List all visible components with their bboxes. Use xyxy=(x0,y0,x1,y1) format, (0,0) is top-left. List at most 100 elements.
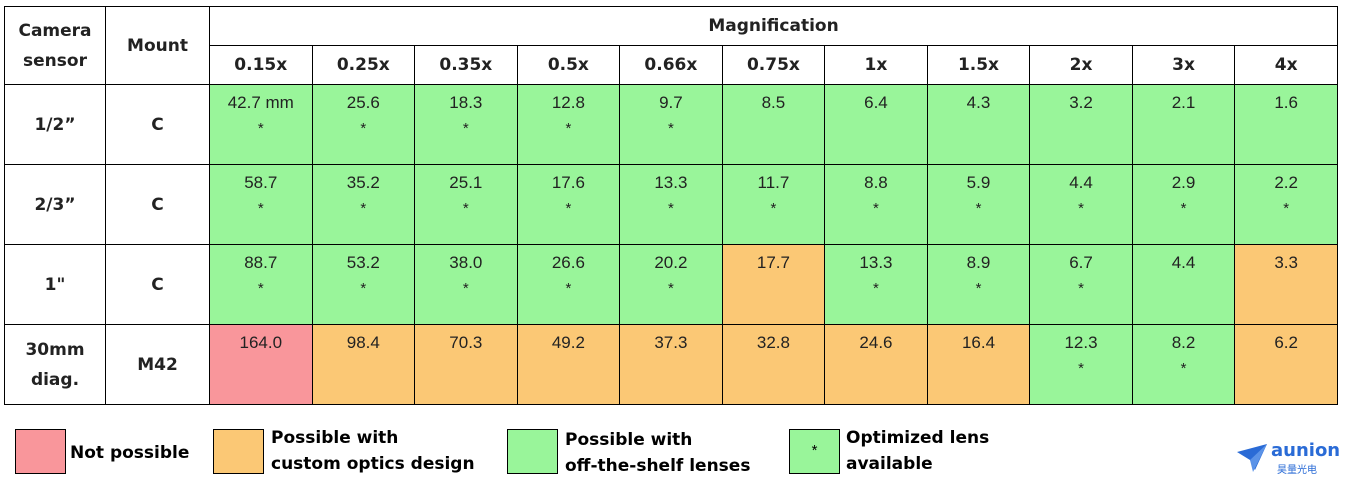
table-row: 30mm diag. M42 164.0 98.4 70.3 49.2 37.3 32.8 24… xyxy=(4,324,1338,405)
optimized-lens-label-line2: available xyxy=(846,454,933,474)
fov-cell: 6.2 xyxy=(1234,324,1338,405)
fov-value: 13.3 xyxy=(859,253,893,272)
paper-plane-icon xyxy=(1237,444,1267,472)
optimized-lens-star: * xyxy=(975,280,982,297)
optimized-lens-star: * xyxy=(667,280,674,297)
fov-value: 164.0 xyxy=(239,333,283,352)
fov-value: 17.6 xyxy=(551,173,585,192)
magnification-3: 0.5x xyxy=(516,45,621,85)
table-row: 2/3” C 58.7 * 35.2 * 25.1 * 17.6 * 13.3 * 11.7 * 8.8 * 5… xyxy=(4,164,1338,245)
fov-value: 3.2 xyxy=(1069,93,1093,112)
fov-cell: 70.3 xyxy=(414,324,518,405)
optimized-lens-star: * xyxy=(360,200,367,217)
fov-value: 8.9 xyxy=(966,253,991,272)
fov-value: 2.2 xyxy=(1274,173,1298,192)
fov-value: 20.2 xyxy=(654,253,688,272)
fov-value: 3.3 xyxy=(1274,253,1298,272)
fov-cell: 2.2 * xyxy=(1234,164,1338,245)
aunion-logo: aunion 昊量光电 xyxy=(1235,440,1340,476)
fov-value: 18.3 xyxy=(449,93,483,112)
optimized-lens-star: * xyxy=(1078,360,1084,377)
magnification-8: 2x xyxy=(1029,45,1133,85)
fov-value: 5.9 xyxy=(966,173,991,192)
fov-cell: 38.0 * xyxy=(414,244,518,325)
fov-value: 6.7 xyxy=(1069,253,1093,272)
fov-value: 8.5 xyxy=(761,93,786,112)
fov-cell: 8.8 * xyxy=(824,164,928,245)
legend: Not possible Possible with custom optics… xyxy=(0,428,1345,480)
fov-cell: 88.7 * xyxy=(209,244,313,325)
fov-cell: 11.7 * xyxy=(721,164,826,245)
optimized-lens-star: * xyxy=(360,120,367,137)
optimized-lens-star: * xyxy=(770,200,777,217)
mount-label: C xyxy=(105,244,210,325)
mount-label: C xyxy=(105,84,210,165)
header-row-magnification: Camera sensor Mount Magnification xyxy=(4,6,1338,85)
table-body: 1/2” C 42.7 mm * 25.6 * 18.3 * 12.8 * 9.7 * 8.5 6.4 4.… xyxy=(4,84,1338,405)
fov-value: 11.7 xyxy=(757,173,790,192)
fov-cell: 13.3 * xyxy=(824,244,928,325)
fov-cell: 8.5 xyxy=(721,84,826,165)
fov-cell: 9.7 * xyxy=(619,84,723,165)
magnification-4: 0.66x xyxy=(619,45,723,85)
fov-cell: 37.3 xyxy=(619,324,723,405)
fov-cell: 164.0 xyxy=(209,324,313,405)
fov-cell: 3.3 xyxy=(1234,244,1338,325)
magnification-9: 3x xyxy=(1131,45,1236,85)
optimized-lens-star: * xyxy=(873,280,879,297)
fov-cell: 25.6 * xyxy=(311,84,416,165)
optimized-lens-star: * xyxy=(1180,360,1187,377)
sensor-label: 1" xyxy=(4,244,106,325)
fov-value: 53.2 xyxy=(346,253,380,272)
fov-value: 13.3 xyxy=(654,173,688,192)
fov-cell: 3.2 xyxy=(1029,84,1133,165)
magnification-table: Camera sensor Mount Magnification 0.15x 0… xyxy=(4,6,1338,405)
off-the-shelf-label: Possible with off-the-shelf lenses xyxy=(565,427,750,479)
fov-value: 8.8 xyxy=(864,173,888,192)
table-row: 1/2” C 42.7 mm * 25.6 * 18.3 * 12.8 * 9.7 * 8.5 6.4 4.… xyxy=(4,84,1338,165)
magnification-5: 0.75x xyxy=(721,45,826,85)
fov-value: 6.2 xyxy=(1274,333,1298,352)
fov-cell: 32.8 xyxy=(721,324,826,405)
optimized-lens-label-line1: Optimized lens xyxy=(846,428,990,448)
optimized-lens-star: * xyxy=(1078,200,1084,217)
optimized-lens-star: * xyxy=(257,280,264,297)
fov-value: 38.0 xyxy=(449,253,483,272)
fov-cell: 12.8 * xyxy=(516,84,621,165)
fov-value: 16.4 xyxy=(961,333,996,352)
magnification-10: 4x xyxy=(1234,45,1338,85)
fov-cell: 6.7 * xyxy=(1029,244,1133,325)
fov-value: 25.6 xyxy=(346,93,380,112)
fov-value: 49.2 xyxy=(551,333,585,352)
fov-cell: 26.6 * xyxy=(516,244,621,325)
magnification-2: 0.35x xyxy=(414,45,518,85)
optimized-lens-star: * xyxy=(462,200,469,217)
fov-value: 88.7 xyxy=(244,253,278,272)
fov-value: 8.2 xyxy=(1171,333,1196,352)
fov-cell: 2.9 * xyxy=(1131,164,1236,245)
optimized-lens-star: * xyxy=(462,120,469,137)
fov-cell: 49.2 xyxy=(516,324,621,405)
fov-cell: 16.4 xyxy=(926,324,1031,405)
custom-optics-swatch xyxy=(213,429,264,474)
optimized-lens-star: * xyxy=(257,120,264,137)
mount-header: Mount xyxy=(105,6,210,85)
mount-label: C xyxy=(105,164,210,245)
fov-value: 37.3 xyxy=(654,333,688,352)
fov-value: 26.6 xyxy=(551,253,585,272)
sensor-label: 1/2” xyxy=(4,84,106,165)
optimized-star: * xyxy=(811,442,818,459)
optimized-lens-star: * xyxy=(873,200,879,217)
optimized-lens-swatch: * xyxy=(789,429,840,474)
fov-value: 42.7 mm xyxy=(227,93,294,112)
mount-label: M42 xyxy=(105,324,210,405)
fov-value: 70.3 xyxy=(449,333,483,352)
custom-optics-label: Possible with custom optics design xyxy=(271,425,475,477)
magnification-header: Magnification xyxy=(209,6,1338,46)
optimized-lens-star: * xyxy=(565,280,572,297)
off-the-shelf-label-line1: Possible with xyxy=(565,430,693,450)
camera-sensor-header: Camera sensor xyxy=(4,6,106,85)
fov-value: 98.4 xyxy=(346,333,380,352)
header-row-values: 0.15x 0.25x 0.35x 0.5x 0.66x 0.75x 1x 1.5x 2x 3x 4… xyxy=(5,45,1338,85)
optimized-lens-star: * xyxy=(667,200,674,217)
